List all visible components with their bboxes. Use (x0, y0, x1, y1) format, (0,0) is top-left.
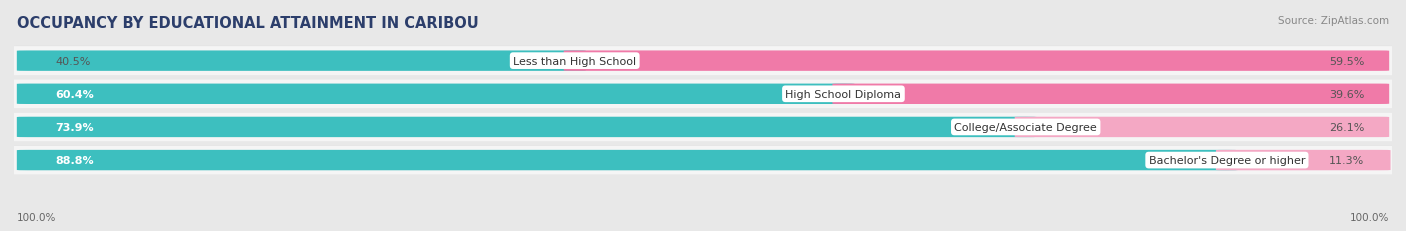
Text: Bachelor's Degree or higher: Bachelor's Degree or higher (1149, 155, 1305, 165)
Text: 100.0%: 100.0% (1350, 212, 1389, 222)
FancyBboxPatch shape (0, 113, 1406, 142)
FancyBboxPatch shape (0, 47, 1406, 76)
Text: 39.6%: 39.6% (1329, 89, 1364, 99)
Text: Less than High School: Less than High School (513, 56, 637, 66)
Text: 26.1%: 26.1% (1329, 122, 1364, 132)
Text: 73.9%: 73.9% (55, 122, 94, 132)
Text: 60.4%: 60.4% (55, 89, 94, 99)
Text: Source: ZipAtlas.com: Source: ZipAtlas.com (1278, 16, 1389, 26)
FancyBboxPatch shape (0, 80, 1406, 109)
Text: 40.5%: 40.5% (55, 56, 91, 66)
FancyBboxPatch shape (0, 146, 1406, 175)
FancyBboxPatch shape (0, 113, 1406, 142)
FancyBboxPatch shape (17, 84, 855, 105)
FancyBboxPatch shape (17, 51, 586, 72)
FancyBboxPatch shape (17, 150, 1237, 170)
Text: High School Diploma: High School Diploma (786, 89, 901, 99)
FancyBboxPatch shape (1216, 150, 1391, 170)
FancyBboxPatch shape (0, 80, 1406, 109)
Text: 59.5%: 59.5% (1329, 56, 1364, 66)
Text: 100.0%: 100.0% (17, 212, 56, 222)
FancyBboxPatch shape (0, 47, 1406, 76)
FancyBboxPatch shape (17, 117, 1036, 137)
Text: College/Associate Degree: College/Associate Degree (955, 122, 1097, 132)
FancyBboxPatch shape (0, 146, 1406, 175)
FancyBboxPatch shape (564, 51, 1389, 72)
Text: OCCUPANCY BY EDUCATIONAL ATTAINMENT IN CARIBOU: OCCUPANCY BY EDUCATIONAL ATTAINMENT IN C… (17, 16, 478, 31)
FancyBboxPatch shape (1015, 117, 1389, 137)
FancyBboxPatch shape (832, 84, 1389, 105)
Text: 88.8%: 88.8% (55, 155, 94, 165)
Text: 11.3%: 11.3% (1329, 155, 1364, 165)
